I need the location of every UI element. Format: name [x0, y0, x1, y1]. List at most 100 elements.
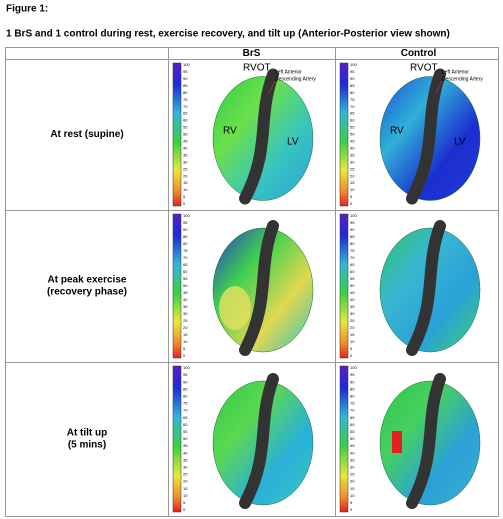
color-scale-label: 70: [350, 255, 355, 260]
color-scale-label: 90: [350, 227, 355, 232]
color-scale-label: 85: [183, 234, 188, 239]
hot-region: [392, 431, 402, 453]
row-label: (recovery phase): [47, 287, 127, 298]
color-scale-label: 30: [183, 159, 188, 164]
color-scale-label: 25: [350, 318, 355, 323]
color-scale-label: 40: [350, 297, 355, 302]
color-scale-label: 95: [183, 220, 188, 225]
color-scale-label: 50: [350, 283, 355, 288]
color-scale-label: 65: [183, 415, 188, 420]
color-scale-label: 15: [183, 486, 188, 491]
color-scale-label: 55: [350, 276, 355, 281]
color-scale-label: 45: [183, 139, 188, 144]
annotation-leader: [435, 80, 443, 94]
color-scale-bar: [339, 213, 349, 359]
image-cell: 1009590858075706560555045403530252015105…: [339, 365, 481, 513]
color-scale-label: 35: [183, 457, 188, 462]
color-scale-label: 20: [350, 173, 355, 178]
figure-label: Figure 1:: [6, 4, 48, 15]
color-scale-label: 30: [183, 464, 188, 469]
color-scale-label: 40: [350, 450, 355, 455]
annotation: RVOT: [243, 63, 271, 74]
color-scale-label: 20: [183, 479, 188, 484]
color-scale-label: 75: [183, 248, 188, 253]
color-scale-label: 0: [350, 507, 353, 512]
annotation: Descending Artery: [442, 76, 483, 82]
color-scale-label: 40: [183, 297, 188, 302]
artery: [406, 220, 446, 356]
color-scale-label: 10: [183, 493, 188, 498]
row-label: (5 mins): [68, 440, 106, 451]
artery: [239, 220, 279, 356]
color-scale-label: 35: [350, 457, 355, 462]
color-scale-label: 5: [183, 346, 186, 351]
color-scale-label: 10: [350, 339, 355, 344]
column-header: Control: [401, 48, 437, 59]
color-scale-label: 5: [350, 346, 353, 351]
color-scale-label: 45: [183, 290, 188, 295]
caption: 1 BrS and 1 control during rest, exercis…: [6, 29, 450, 40]
color-scale-label: 65: [183, 111, 188, 116]
color-scale-label: 100: [350, 365, 357, 370]
color-scale-label: 60: [183, 269, 188, 274]
annotation: RVOT: [410, 63, 438, 74]
color-scale-label: 100: [183, 213, 190, 218]
artery: [239, 68, 279, 205]
color-scale-label: 25: [183, 318, 188, 323]
color-scale-label: 0: [350, 201, 353, 206]
color-scale-label: 30: [350, 159, 355, 164]
color-scale-label: 5: [350, 194, 353, 199]
warm-region: [219, 286, 251, 330]
color-scale-label: 65: [350, 262, 355, 267]
color-scale-bar: [339, 62, 349, 207]
color-scale-label: 70: [183, 104, 188, 109]
color-scale-label: 65: [183, 262, 188, 267]
annotation: Descending Artery: [275, 76, 316, 82]
color-scale-label: 40: [183, 450, 188, 455]
color-scale-label: 75: [183, 401, 188, 406]
color-scale-label: 0: [183, 353, 186, 358]
color-scale-label: 20: [350, 479, 355, 484]
annotation: LV: [287, 137, 299, 148]
table-grid: [5, 47, 499, 517]
color-scale-label: 45: [350, 290, 355, 295]
image-cell: 1009590858075706560555045403530252015105…: [172, 213, 314, 359]
color-scale-label: 15: [350, 332, 355, 337]
color-scale-label: 90: [183, 227, 188, 232]
color-scale-label: 100: [183, 365, 190, 370]
color-scale-label: 45: [350, 139, 355, 144]
color-scale-label: 80: [183, 241, 188, 246]
color-scale-label: 15: [350, 486, 355, 491]
annotation: RV: [223, 126, 237, 137]
color-scale-label: 75: [350, 97, 355, 102]
color-scale-label: 70: [350, 104, 355, 109]
color-scale-label: 60: [350, 422, 355, 427]
row-label: At rest (supine): [50, 129, 123, 140]
color-scale-label: 80: [350, 393, 355, 398]
artery: [406, 68, 446, 205]
color-scale-label: 10: [350, 187, 355, 192]
color-scale-label: 95: [350, 69, 355, 74]
color-scale-label: 40: [183, 145, 188, 150]
color-scale-label: 90: [183, 76, 188, 81]
color-scale-label: 60: [350, 118, 355, 123]
color-scale-label: 95: [350, 372, 355, 377]
color-scale-label: 50: [350, 132, 355, 137]
annotation: LV: [454, 137, 466, 148]
color-scale-label: 25: [350, 166, 355, 171]
color-scale-label: 15: [350, 180, 355, 185]
color-scale-label: 10: [183, 187, 188, 192]
color-scale-label: 60: [350, 269, 355, 274]
color-scale-label: 90: [350, 379, 355, 384]
color-scale-label: 35: [350, 304, 355, 309]
color-scale-label: 5: [183, 500, 186, 505]
color-scale-label: 60: [183, 118, 188, 123]
annotation: Left Anterior: [442, 69, 469, 75]
column-header: BrS: [243, 48, 261, 59]
image-cell: 1009590858075706560555045403530252015105…: [172, 62, 316, 207]
row-label: At peak exercise: [48, 275, 127, 286]
artery: [239, 373, 279, 509]
color-scale-label: 0: [350, 353, 353, 358]
